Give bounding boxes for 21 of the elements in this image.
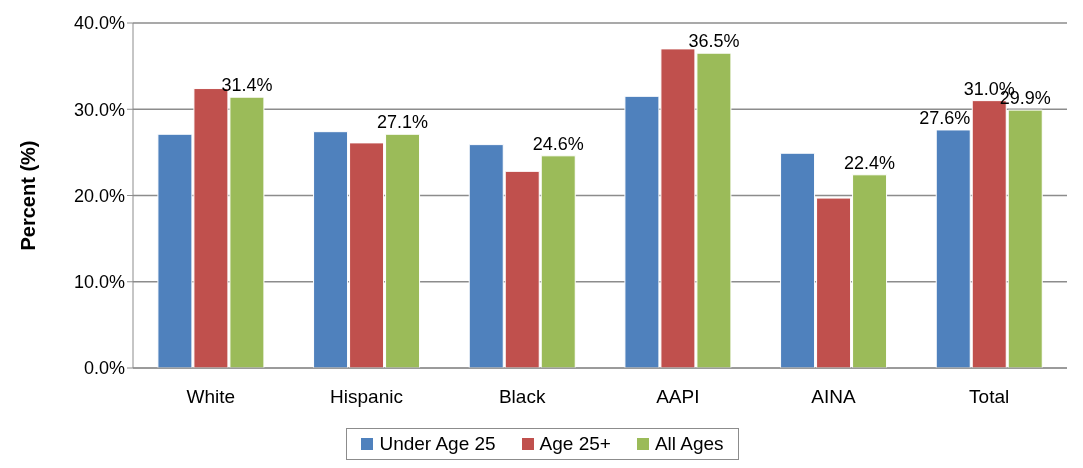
data-label: 27.1% (377, 112, 429, 133)
y-tick-label: 30.0% (73, 99, 125, 120)
y-axis-title: Percent (%) (17, 140, 40, 251)
x-tick-label: White (186, 386, 236, 408)
data-label: 22.4% (844, 152, 896, 173)
x-tick-label: Hispanic (330, 386, 403, 408)
x-tick-label: Black (498, 386, 546, 408)
x-tick-label: AAPI (656, 386, 700, 408)
y-tick-label: 40.0% (73, 13, 125, 34)
y-tick-label: 20.0% (73, 185, 125, 206)
data-label: 36.5% (688, 31, 740, 52)
data-label: 27.6% (919, 107, 971, 128)
x-tick-label: Total (969, 386, 1010, 408)
legend-label: Under Age 25 (378, 433, 496, 455)
x-tick-label: AINA (811, 386, 856, 408)
y-tick-label: 0.0% (83, 358, 125, 379)
legend-label: All Ages (653, 433, 724, 455)
y-tick-label: 10.0% (73, 272, 125, 293)
legend-label: Age 25+ (538, 433, 611, 455)
data-label: 31.4% (221, 75, 273, 96)
data-label: 24.6% (532, 133, 584, 154)
